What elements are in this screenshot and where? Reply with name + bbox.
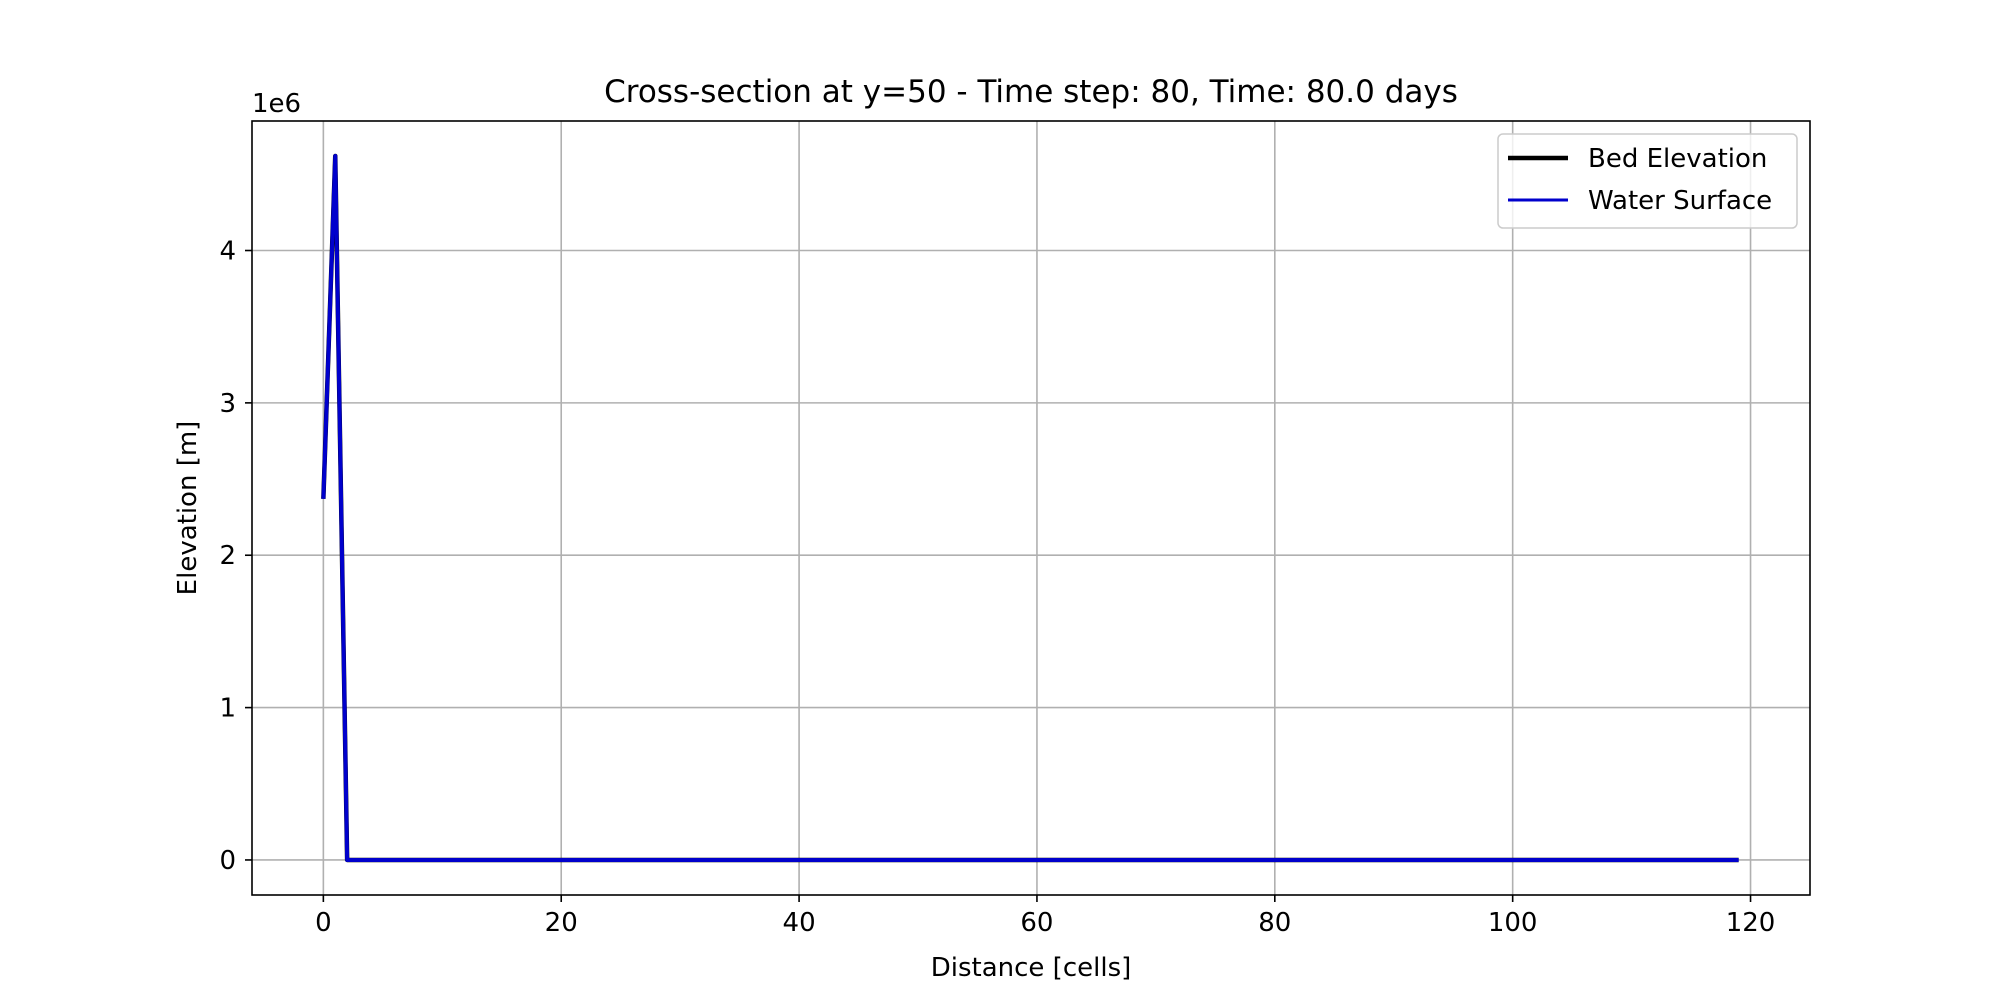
- y-axis-label: Elevation [m]: [173, 421, 203, 596]
- series-lines: [321, 153, 1739, 863]
- plot-frame: [251, 120, 1811, 896]
- legend: Bed Elevation Water Surface: [1497, 133, 1798, 229]
- x-tick-label: 20: [545, 908, 578, 938]
- y-tick-label: 0: [219, 846, 236, 876]
- legend-box: [1497, 133, 1798, 229]
- y-offset-text: 1e6: [252, 89, 301, 119]
- y-tick-label: 1: [219, 694, 236, 724]
- x-tick-label: 80: [1258, 908, 1291, 938]
- x-tick-label: 120: [1726, 908, 1776, 938]
- x-axis-label: Distance [cells]: [931, 953, 1132, 983]
- x-tick-label: 40: [783, 908, 816, 938]
- x-tick-label: 100: [1488, 908, 1538, 938]
- y-tick-label: 4: [219, 237, 236, 267]
- series-line-water-surface: [321, 154, 1739, 862]
- x-axis-ticks: 0 20 40 60 80 100 120: [315, 895, 1775, 938]
- y-tick-label: 3: [219, 389, 236, 419]
- x-tick-label: 0: [315, 908, 332, 938]
- x-tick-label: 60: [1020, 908, 1053, 938]
- legend-label-water-surface: Water Surface: [1588, 186, 1772, 216]
- chart-title: Cross-section at y=50 - Time step: 80, T…: [604, 74, 1458, 110]
- y-tick-label: 2: [219, 541, 236, 571]
- legend-label-bed-elevation: Bed Elevation: [1588, 144, 1767, 174]
- y-axis-ticks: 0 1 2 3 4: [219, 237, 252, 876]
